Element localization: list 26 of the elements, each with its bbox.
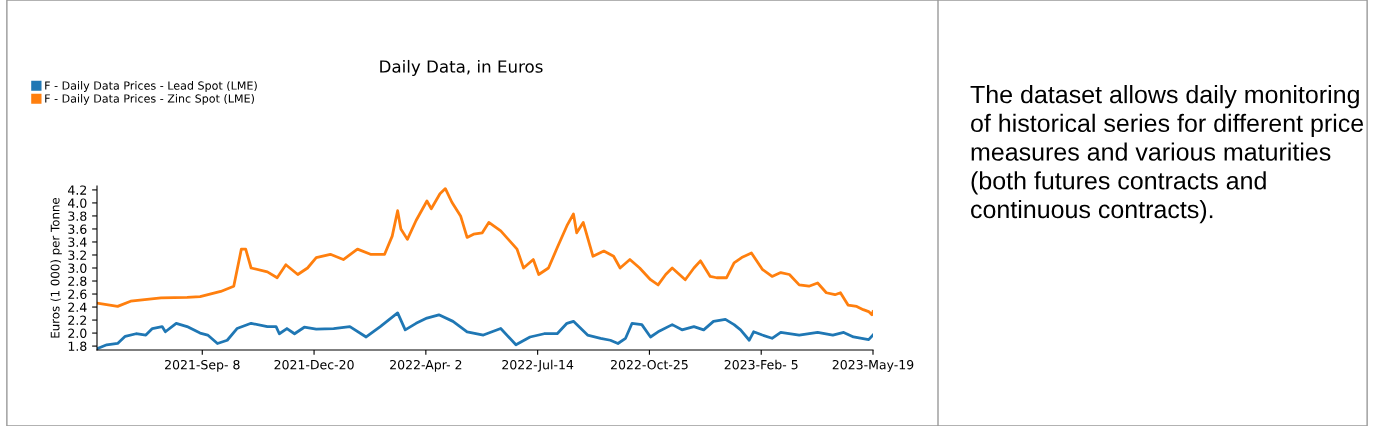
y-tick-label: 2.2	[68, 315, 87, 325]
x-tick-label: 2022-Jul-14	[502, 359, 574, 372]
x-tick-label: 2023-May-19	[832, 359, 914, 372]
x-tick-label: 2022-Apr- 2	[390, 359, 462, 372]
x-tick-label: 2021-Dec-20	[274, 359, 354, 370]
y-tick-label: 3.8	[68, 211, 87, 221]
y-axis-title: Euros (1 000) per Tonne	[50, 197, 62, 338]
y-tick-label: 4.2	[68, 185, 87, 195]
y-tick-label: 3.4	[68, 237, 87, 247]
y-tick-label: 2.4	[68, 302, 87, 312]
text: The dataset allows daily monitoring of historical series for different price measures and various maturities (both futures contracts and continuous contracts).	[970, 85, 1364, 224]
y-tick-label: 2.8	[68, 276, 87, 286]
y-tick-label: 2.6	[68, 289, 87, 299]
x-tick-label: 2023-Feb- 5	[724, 359, 798, 370]
y-tick-label: 3.2	[68, 250, 87, 260]
y-tick-label: 4.0	[68, 198, 87, 208]
x-tick-label: 2021-Sep- 8	[165, 359, 240, 372]
x-tick-label: 2022-Oct-25	[610, 359, 688, 370]
y-tick-label: 1.8	[68, 341, 87, 352]
legend-label: F - Daily Data Prices - Zinc Spot (LME)	[45, 94, 254, 105]
y-tick-label: 2.0	[68, 328, 87, 339]
chart-title: Daily Data, in Euros	[380, 59, 543, 77]
legend-label: F - Daily Data Prices - Lead Spot (LME)	[45, 81, 257, 92]
y-tick-label: 3.0	[68, 263, 87, 273]
y-tick-label: 3.6	[68, 224, 87, 234]
line-series	[97, 187, 873, 317]
